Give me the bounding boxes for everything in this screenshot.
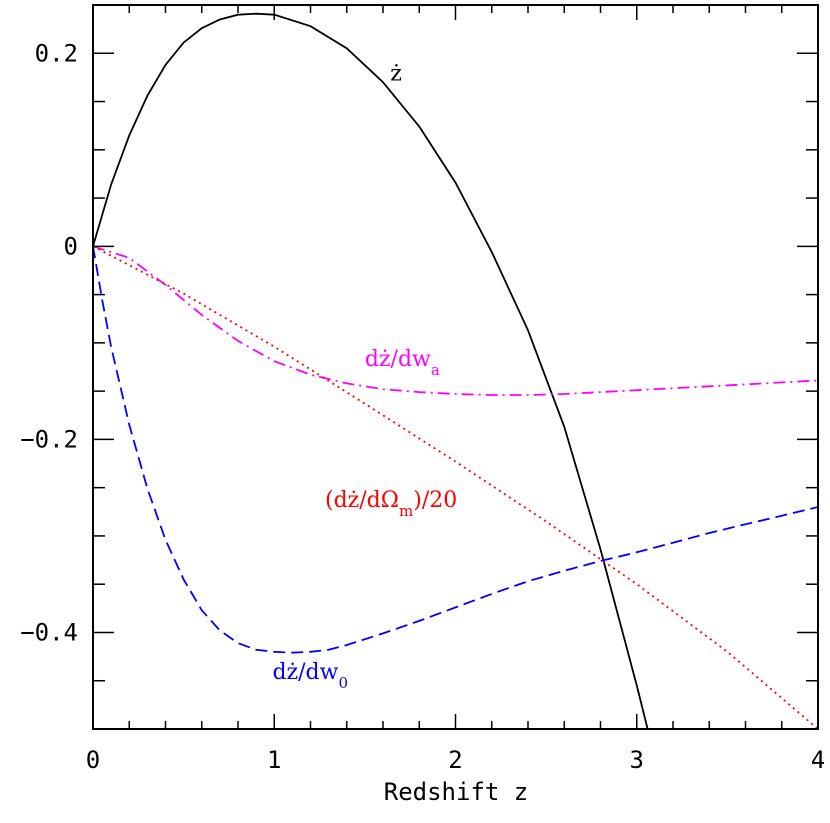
labels-layer: 0 1 2 3 4 0.2 0 −0.2 −0.4 ż dż/dwa (dż/dΩm)/20 dż/dw…: [20, 39, 825, 774]
series-line-3: [93, 246, 818, 654]
x-tick-label: 3: [630, 746, 644, 774]
series-label-0: ż: [390, 61, 402, 86]
series-line-1: [93, 245, 818, 396]
plot-frame: [92, 4, 819, 730]
y-tick-label: 0: [64, 232, 78, 260]
x-tick-label: 1: [267, 746, 281, 774]
series-label-1: dż/dwa: [365, 347, 440, 379]
series-line-2: [93, 245, 818, 729]
x-tick-label: 2: [448, 746, 462, 774]
ticks-layer: [92, 4, 819, 730]
x-tick-label: 0: [86, 746, 100, 774]
series-layer: [93, 12, 818, 729]
x-tick-label: 4: [811, 746, 825, 774]
y-tick-label: 0.2: [35, 39, 78, 67]
series-label-3: dż/dw0: [272, 660, 348, 692]
y-tick-label: −0.4: [20, 618, 78, 646]
x-axis-title: Redshift z: [384, 778, 529, 806]
series-line-0: [93, 12, 649, 729]
series-label-2: (dż/dΩm)/20: [325, 488, 457, 520]
y-tick-label: −0.2: [20, 425, 78, 453]
